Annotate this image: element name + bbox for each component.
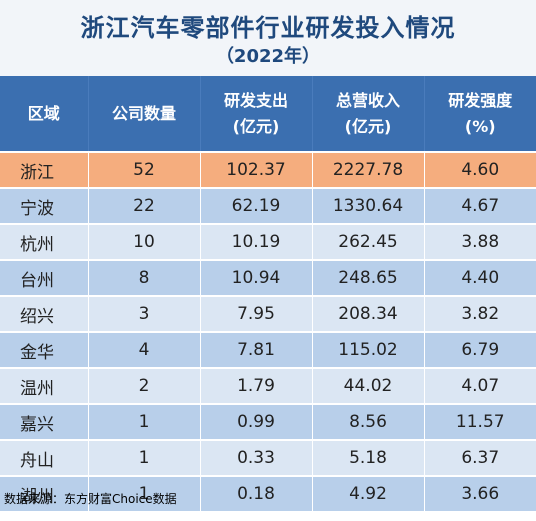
value-cell: 115.02 [311, 331, 424, 368]
column-header: 公司数量 [87, 76, 200, 152]
column-header-line: 研发支出 [223, 90, 288, 110]
value-cell: 8 [87, 259, 200, 296]
data-table: 区域 公司数量 研发支出 (亿元) 总营收入 (亿元) 研发强度 (%) 浙江 52 102.37… [0, 76, 536, 511]
value-cell: 1330.64 [311, 187, 424, 224]
value-cell: 6.37 [423, 439, 536, 476]
table-row: 湖州 1 0.18 4.92 3.66 [0, 475, 536, 511]
column-header: 研发支出 (亿元) [199, 76, 312, 152]
value-cell: 3.66 [423, 475, 536, 511]
value-cell: 262.45 [311, 223, 424, 260]
region-cell: 台州 [0, 259, 88, 296]
region-cell: 舟山 [0, 439, 88, 476]
column-header-line: (亿元) [344, 116, 392, 136]
table-title: 浙江汽车零部件行业研发投入情况 [80, 14, 456, 42]
value-cell: 10.19 [199, 223, 312, 260]
region-cell: 湖州 [0, 475, 88, 511]
column-header-line: 公司数量 [111, 103, 176, 123]
value-cell: 1.79 [199, 367, 312, 404]
value-cell: 248.65 [311, 259, 424, 296]
value-cell: 4.07 [423, 367, 536, 404]
table-row: 台州 8 10.94 248.65 4.40 [0, 259, 536, 296]
value-cell: 4.67 [423, 187, 536, 224]
value-cell: 62.19 [199, 187, 312, 224]
value-cell: 4 [87, 331, 200, 368]
column-header-line: 研发强度 [448, 90, 513, 110]
region-cell: 绍兴 [0, 295, 88, 332]
column-header: 总营收入 (亿元) [311, 76, 424, 152]
value-cell: 8.56 [311, 403, 424, 440]
region-cell: 金华 [0, 331, 88, 368]
value-cell: 10 [87, 223, 200, 260]
value-cell: 1 [87, 403, 200, 440]
value-cell: 0.18 [199, 475, 312, 511]
value-cell: 11.57 [423, 403, 536, 440]
value-cell: 3.88 [423, 223, 536, 260]
region-cell: 嘉兴 [0, 403, 88, 440]
source-note: 数据来源：东方财富Choice数据 [4, 492, 177, 506]
table-row: 绍兴 3 7.95 208.34 3.82 [0, 295, 536, 332]
value-cell: 3.82 [423, 295, 536, 332]
column-header-line: 总营收入 [335, 90, 400, 110]
table-row: 宁波 22 62.19 1330.64 4.67 [0, 187, 536, 224]
table-row: 嘉兴 1 0.99 8.56 11.57 [0, 403, 536, 440]
value-cell: 5.18 [311, 439, 424, 476]
value-cell: 3 [87, 295, 200, 332]
value-cell: 4.60 [423, 151, 536, 188]
value-cell: 6.79 [423, 331, 536, 368]
column-header-line: (亿元) [232, 116, 280, 136]
value-cell: 52 [87, 151, 200, 188]
value-cell: 7.81 [199, 331, 312, 368]
value-cell: 4.92 [311, 475, 424, 511]
column-header: 区域 [0, 76, 88, 152]
table-subtitle: （2022年） [215, 46, 321, 67]
value-cell: 0.99 [199, 403, 312, 440]
value-cell: 10.94 [199, 259, 312, 296]
column-header: 研发强度 (%) [423, 76, 536, 152]
value-cell: 208.34 [311, 295, 424, 332]
region-cell: 宁波 [0, 187, 88, 224]
table-row: 金华 4 7.81 115.02 6.79 [0, 331, 536, 368]
value-cell: 2 [87, 367, 200, 404]
value-cell: 7.95 [199, 295, 312, 332]
region-cell: 杭州 [0, 223, 88, 260]
column-header-line: 区域 [27, 103, 60, 123]
table-row: 舟山 1 0.33 5.18 6.37 [0, 439, 536, 476]
region-cell: 温州 [0, 367, 88, 404]
table-row: 浙江 52 102.37 2227.78 4.60 [0, 151, 536, 188]
table-row: 杭州 10 10.19 262.45 3.88 [0, 223, 536, 260]
value-cell: 1 [87, 439, 200, 476]
value-cell: 0.33 [199, 439, 312, 476]
value-cell: 2227.78 [311, 151, 424, 188]
header-row: 区域 公司数量 研发支出 (亿元) 总营收入 (亿元) 研发强度 (%) [0, 76, 536, 152]
region-cell: 浙江 [0, 151, 88, 188]
table-body: 浙江 52 102.37 2227.78 4.60 宁波 22 62.19 1330.64 4.6… [0, 151, 536, 511]
title-block: 浙江汽车零部件行业研发投入情况 （2022年） [0, 0, 536, 76]
value-cell: 4.40 [423, 259, 536, 296]
value-cell: 22 [87, 187, 200, 224]
value-cell: 102.37 [199, 151, 312, 188]
column-header-line: (%) [464, 116, 496, 136]
value-cell: 44.02 [311, 367, 424, 404]
table-row: 温州 2 1.79 44.02 4.07 [0, 367, 536, 404]
value-cell: 1 [87, 475, 200, 511]
